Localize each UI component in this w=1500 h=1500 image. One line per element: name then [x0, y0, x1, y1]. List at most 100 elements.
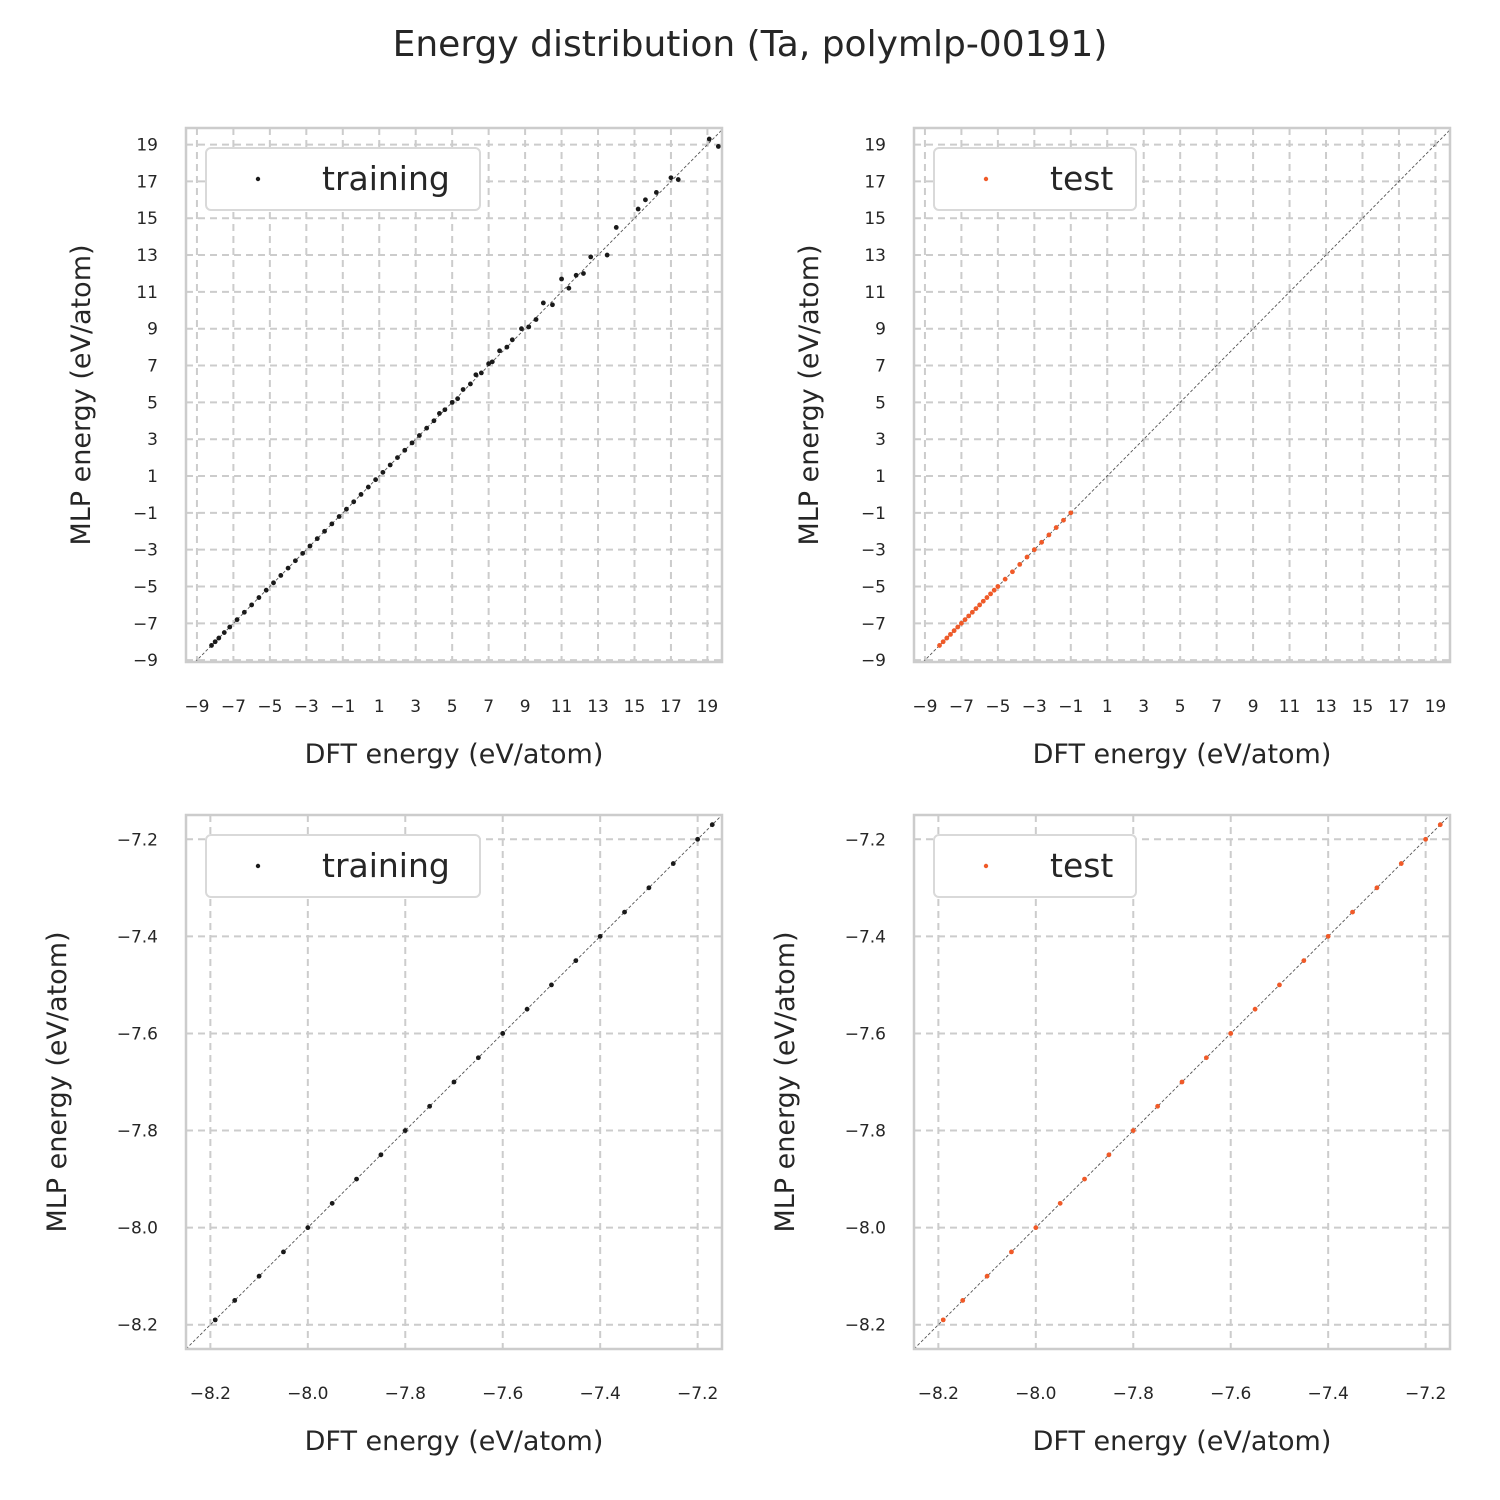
- data-point-test: [1374, 885, 1380, 891]
- x-tick-label: −3: [294, 697, 319, 717]
- data-point-test: [1325, 933, 1331, 939]
- data-point-training: [431, 418, 437, 424]
- data-point-training: [212, 639, 218, 645]
- data-point-test: [948, 631, 953, 637]
- data-point-training: [478, 370, 484, 376]
- plot-area: [186, 128, 722, 662]
- diagonal-reference-line: [185, 814, 723, 1350]
- data-point-test: [1002, 576, 1008, 582]
- x-tick-label: 11: [1279, 697, 1301, 717]
- data-point-training: [322, 528, 327, 534]
- plot-frame: [184, 813, 724, 1351]
- x-tick-label: −7.2: [1405, 1384, 1446, 1404]
- data-point-test: [1228, 1031, 1234, 1036]
- data-point-test: [1277, 982, 1282, 988]
- data-point-training: [241, 609, 247, 615]
- legend-box: [933, 147, 1137, 211]
- x-tick-label: 1: [1102, 697, 1113, 717]
- data-point-training: [437, 411, 442, 416]
- data-point-test: [966, 613, 972, 619]
- y-tick-label: 9: [147, 320, 158, 340]
- y-tick-label: 1: [875, 467, 886, 487]
- data-point-test: [1033, 1225, 1039, 1231]
- data-point-training: [597, 933, 603, 939]
- data-point-test: [1061, 517, 1066, 523]
- data-point-training: [409, 440, 415, 446]
- y-axis-label: MLP energy (eV/atom): [770, 931, 801, 1232]
- data-point-test: [1068, 510, 1074, 516]
- panel-top-right: −9 −7 −5 −3 −1 1 3 5 7 9 11 13 15 17 19−9−7−5−3−113579…: [794, 126, 1452, 770]
- y-tick-label: 15: [864, 209, 886, 229]
- y-axis-label: MLP energy (eV/atom): [794, 244, 825, 545]
- data-point-training: [709, 822, 715, 828]
- data-point-training: [715, 144, 721, 149]
- data-point-training: [504, 344, 510, 350]
- x-tick-label: 19: [1425, 697, 1447, 717]
- data-point-training: [646, 885, 652, 891]
- data-point-training: [635, 206, 641, 212]
- x-tick-label: −7.8: [385, 1384, 426, 1404]
- x-tick-label: 9: [1248, 697, 1259, 717]
- panel-bottom-right: −8.2 −8.0 −7.8 −7.6 −7.4 −7.2 −8.2 −8.0 −7.8 −7.6…: [770, 813, 1452, 1457]
- data-point-test: [1057, 1200, 1063, 1206]
- plot-frame: [184, 126, 724, 664]
- x-tick-label: −7.6: [482, 1384, 523, 1404]
- y-tick-label: −7: [133, 614, 158, 634]
- x-tick-label: −9: [184, 697, 209, 717]
- x-tick-label: 13: [587, 697, 609, 717]
- data-point-test: [1024, 554, 1030, 560]
- x-tick-label: −8.2: [918, 1384, 959, 1404]
- data-point-training: [695, 836, 701, 842]
- data-point-training: [622, 909, 627, 915]
- legend-box: [933, 834, 1137, 898]
- x-tick-label: −7.6: [1210, 1384, 1251, 1404]
- data-point-training: [573, 958, 579, 964]
- figure-title: Energy distribution (Ta, polymlp-00191): [392, 24, 1108, 65]
- y-axis-label: MLP energy (eV/atom): [66, 244, 97, 545]
- y-tick-label: −8.0: [117, 1219, 158, 1239]
- x-axis-label: DFT energy (eV/atom): [1033, 1426, 1332, 1457]
- data-point-test: [984, 595, 990, 600]
- data-point-test: [988, 591, 993, 597]
- y-tick-label: 3: [875, 430, 886, 450]
- data-point-test: [977, 602, 983, 608]
- x-tick-label: 17: [1388, 697, 1410, 717]
- y-tick-label: −7.8: [845, 1122, 886, 1142]
- plot-frame: [912, 126, 1452, 664]
- data-point-training: [533, 317, 539, 322]
- data-point-training: [227, 624, 233, 630]
- x-tick-label: 5: [1175, 697, 1186, 717]
- data-point-training: [378, 1152, 384, 1158]
- data-point-test: [940, 639, 946, 645]
- data-point-training: [668, 175, 674, 181]
- legend-box: [205, 147, 481, 211]
- data-point-training: [588, 254, 594, 260]
- y-tick-label: −3: [133, 541, 158, 561]
- data-point-training: [675, 177, 681, 182]
- data-point-test: [1179, 1079, 1185, 1085]
- panel-bottom-left: −8.2 −8.0 −7.8 −7.6 −7.4 −7.2 −8.2 −8.0 −7.8 −7.6…: [42, 813, 724, 1457]
- data-point-training: [402, 1128, 408, 1133]
- data-point-training: [566, 285, 572, 291]
- data-point-test: [951, 628, 957, 634]
- data-point-training: [351, 499, 357, 505]
- x-tick-label: 19: [697, 697, 719, 717]
- legend-marker-test: [983, 176, 989, 182]
- data-point-test: [1106, 1152, 1112, 1158]
- legend-label: training: [322, 846, 450, 885]
- data-point-training: [344, 506, 349, 512]
- y-tick-label: −8.2: [845, 1316, 886, 1336]
- y-tick-label: 19: [136, 136, 158, 156]
- data-point-test: [1398, 861, 1404, 866]
- data-point-training: [540, 300, 546, 306]
- y-tick-label: 13: [864, 246, 886, 266]
- y-tick-label: 13: [136, 246, 158, 266]
- y-tick-label: 15: [136, 209, 158, 229]
- y-tick-label: −7.2: [117, 830, 158, 850]
- x-tick-label: −5: [985, 697, 1010, 717]
- data-point-training: [706, 136, 712, 142]
- data-point-training: [221, 630, 227, 635]
- data-point-test: [1017, 562, 1023, 567]
- data-point-test: [984, 1273, 990, 1279]
